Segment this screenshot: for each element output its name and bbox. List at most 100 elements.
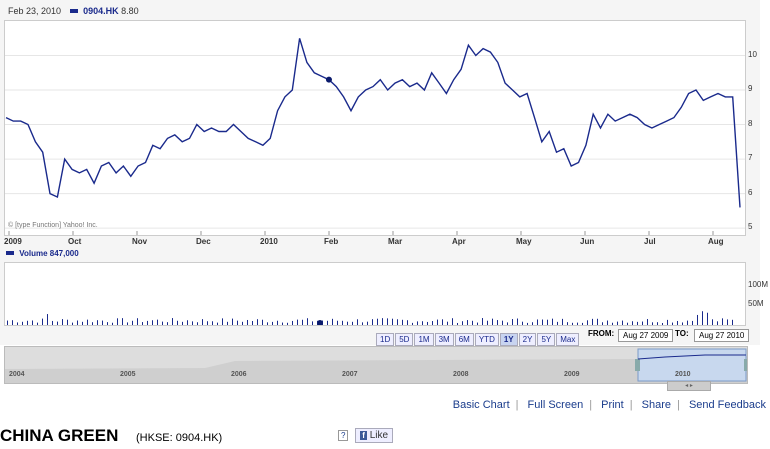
volume-bar xyxy=(147,320,148,325)
volume-bar xyxy=(647,319,648,325)
volume-bar xyxy=(547,319,548,325)
volume-ytick-100m: 100M xyxy=(748,280,769,289)
range-button-1y[interactable]: 1Y xyxy=(499,333,518,346)
volume-bar xyxy=(497,320,498,325)
navigator[interactable]: 2004 2005 2006 2007 2008 2009 2010 xyxy=(4,346,749,384)
navigator-scrollbar[interactable]: ◂ ▸ xyxy=(667,381,711,391)
price-cursor-marker[interactable] xyxy=(325,76,332,83)
volume-bar xyxy=(257,319,258,325)
volume-value: 847,000 xyxy=(49,249,79,258)
volume-bar xyxy=(327,320,328,325)
volume-bar xyxy=(582,322,583,325)
company-exchange: (HKSE: 0904.HK) xyxy=(136,432,223,444)
volume-bar xyxy=(422,321,423,325)
volume-bar xyxy=(617,321,618,325)
range-button-2y[interactable]: 2Y xyxy=(518,333,537,346)
range-button-5d[interactable]: 5D xyxy=(395,333,414,346)
range-button-1d[interactable]: 1D xyxy=(376,333,395,346)
volume-bar xyxy=(217,322,218,325)
volume-plot xyxy=(4,262,746,326)
y-tick-label: 6 xyxy=(748,187,753,197)
volume-bar xyxy=(452,318,453,325)
volume-bar xyxy=(192,321,193,325)
price-plot[interactable] xyxy=(4,20,746,236)
navigator-right-handle[interactable] xyxy=(744,359,749,371)
x-tick-label: 2009 xyxy=(4,237,22,246)
range-button-ytd[interactable]: YTD xyxy=(474,333,499,346)
volume-bar xyxy=(237,320,238,325)
range-button-6m[interactable]: 6M xyxy=(454,333,474,346)
x-tick-label: May xyxy=(516,237,532,246)
navigator-year-label: 2005 xyxy=(120,371,136,378)
price-series-line xyxy=(5,38,741,208)
help-icon[interactable]: ? xyxy=(338,430,349,441)
navigator-year-label: 2006 xyxy=(231,371,247,378)
volume-ytick-50m: 50M xyxy=(748,299,764,308)
volume-bar xyxy=(202,319,203,325)
volume-bar xyxy=(357,319,358,325)
full-screen-link[interactable]: Full Screen xyxy=(527,399,584,411)
volume-bar xyxy=(382,318,383,325)
volume-bar xyxy=(487,320,488,325)
volume-bar xyxy=(552,318,553,325)
send-feedback-link[interactable]: Send Feedback xyxy=(688,399,766,411)
volume-bar xyxy=(12,320,13,325)
share-link[interactable]: Share xyxy=(641,399,672,411)
print-link[interactable]: Print xyxy=(601,399,624,411)
range-button-max[interactable]: Max xyxy=(556,333,580,346)
navigator-year-label: 2009 xyxy=(564,371,580,378)
volume-bar xyxy=(527,322,528,325)
volume-bar xyxy=(207,321,208,325)
price-chart-svg[interactable] xyxy=(5,21,745,235)
like-button[interactable]: f Like xyxy=(355,428,394,443)
y-tick-label: 9 xyxy=(748,84,753,94)
volume-bar xyxy=(232,318,233,325)
volume-bar xyxy=(697,314,698,325)
volume-bar xyxy=(102,320,103,325)
x-tick-label: 2010 xyxy=(260,237,278,246)
volume-bar xyxy=(277,320,278,325)
facebook-icon: f xyxy=(360,431,367,440)
volume-bar xyxy=(82,321,83,325)
volume-bar xyxy=(442,319,443,325)
basic-chart-link[interactable]: Basic Chart xyxy=(452,399,510,411)
volume-bar xyxy=(342,320,343,325)
volume-bar xyxy=(227,321,228,325)
volume-bar xyxy=(652,322,653,325)
volume-bar xyxy=(307,318,308,325)
navigator-left-handle[interactable] xyxy=(635,359,640,371)
volume-bar xyxy=(42,318,43,325)
y-tick-label: 8 xyxy=(748,118,753,128)
company-name: CHINA GREEN xyxy=(0,426,119,445)
volume-bar xyxy=(122,318,123,325)
header-price: 8.80 xyxy=(121,6,139,16)
x-tick-label: Nov xyxy=(132,237,148,246)
x-tick-label: Apr xyxy=(452,237,466,246)
volume-bar xyxy=(17,322,18,325)
volume-bar xyxy=(577,322,578,325)
volume-bar xyxy=(262,319,263,325)
volume-bar xyxy=(727,319,728,325)
header-symbol: 0904.HK xyxy=(83,6,119,16)
range-button-3m[interactable]: 3M xyxy=(434,333,454,346)
range-button-5y[interactable]: 5Y xyxy=(537,333,556,346)
date-from-input[interactable]: Aug 27 2009 xyxy=(618,329,674,342)
volume-bar xyxy=(387,318,388,325)
volume-bar xyxy=(57,321,58,325)
navigator-selection[interactable] xyxy=(637,348,747,382)
volume-bar xyxy=(312,321,313,325)
volume-bar xyxy=(352,321,353,325)
volume-bar xyxy=(507,322,508,325)
volume-bar xyxy=(142,322,143,325)
volume-bar xyxy=(187,320,188,325)
volume-bar xyxy=(367,321,368,325)
navigator-svg[interactable] xyxy=(5,347,749,383)
volume-bar xyxy=(92,322,93,325)
range-button-1m[interactable]: 1M xyxy=(414,333,434,346)
volume-bar xyxy=(47,314,48,325)
volume-bar xyxy=(182,321,183,325)
volume-bar xyxy=(162,321,163,325)
volume-bar xyxy=(722,318,723,325)
volume-bar xyxy=(377,318,378,325)
date-to-input[interactable]: Aug 27 2010 xyxy=(694,329,750,342)
